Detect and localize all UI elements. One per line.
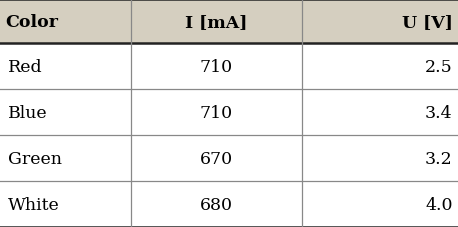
- Text: Blue: Blue: [8, 104, 48, 121]
- Text: Green: Green: [8, 150, 62, 167]
- Text: I [mA]: I [mA]: [185, 14, 248, 31]
- Text: 4.0: 4.0: [425, 196, 453, 213]
- Text: Color: Color: [5, 14, 59, 31]
- Text: 680: 680: [200, 196, 233, 213]
- Text: 670: 670: [200, 150, 233, 167]
- Text: 3.2: 3.2: [425, 150, 453, 167]
- Text: U [V]: U [V]: [402, 14, 453, 31]
- Bar: [0, 0, 458, 44]
- Text: 710: 710: [200, 59, 233, 76]
- Text: 710: 710: [200, 104, 233, 121]
- Text: Red: Red: [8, 59, 43, 76]
- Text: White: White: [8, 196, 60, 213]
- Text: 2.5: 2.5: [425, 59, 453, 76]
- Text: 3.4: 3.4: [425, 104, 453, 121]
